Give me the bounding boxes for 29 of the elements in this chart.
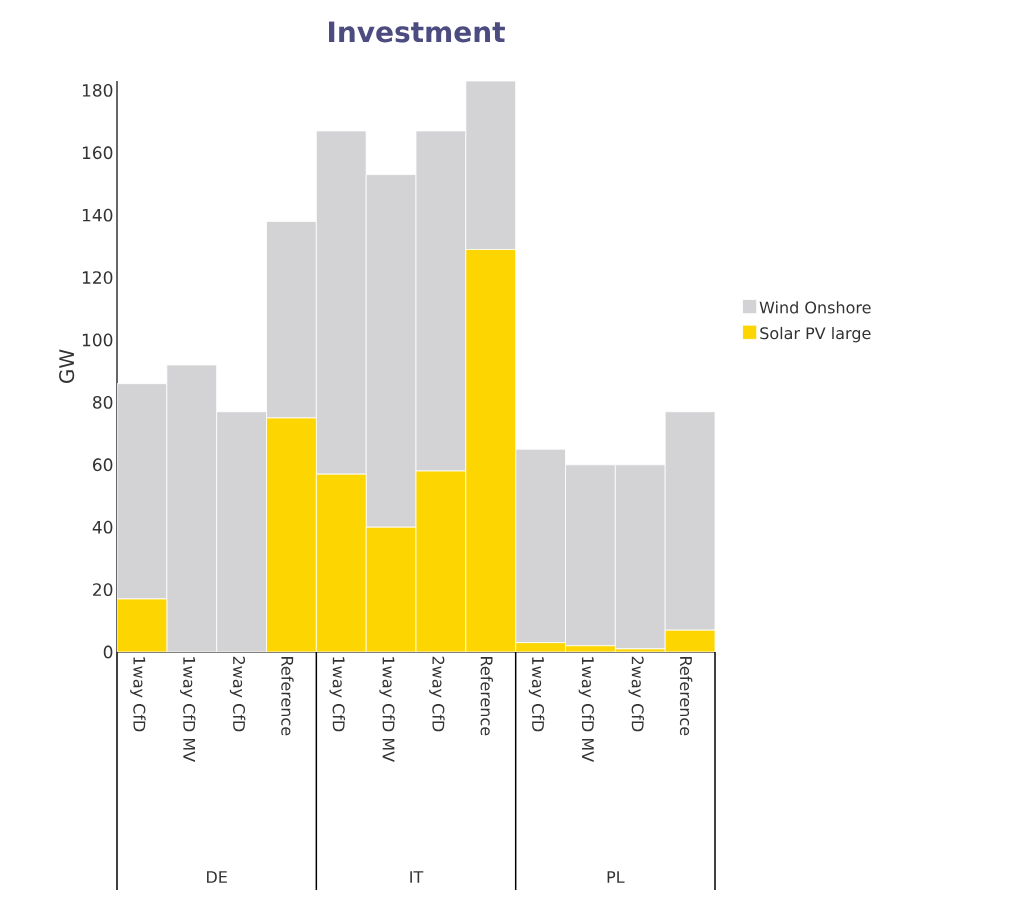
x-tick-label: 2way CfD [429,656,445,732]
y-tick-label: 140 [82,208,113,222]
x-tick-label: 2way CfD [229,656,246,732]
y-tick-label: 100 [82,333,113,347]
y-tick-label: 40 [92,520,113,534]
x-tick-label: 1way CfD [528,657,545,732]
x-tick-label: 1way CfD [130,657,146,732]
x-tick-label: Reference [281,657,294,736]
x-tick-label: 1way CfD MV [180,657,196,762]
y-axis-title: GW [59,349,75,384]
legend-label: Wind Onshore [759,301,871,314]
y-tick-label: 60 [93,458,113,472]
text: DE [207,871,227,883]
y-tick-label: 160 [82,146,113,160]
x-tick-label: 1way CfD MV [379,657,395,762]
x-tick-label: 1way CfD [329,657,345,732]
y-tick-label: 0 [103,645,113,659]
y-tick-label: 180 [82,83,113,97]
x-tick-label: Reference [679,657,693,736]
y-tick-label: 120 [82,271,113,284]
text: IT [410,871,424,883]
y-tick-label: 80 [93,395,113,409]
chart-title: Investment [329,21,505,43]
x-tick-label: 2way CfD [628,656,644,732]
x-tick-label: Reference [480,657,493,736]
legend-label: Solar PV large [760,326,871,343]
y-tick-label: 20 [93,583,113,597]
x-tick-label: 1way CfD MV [578,657,595,762]
text: PL [607,871,625,883]
